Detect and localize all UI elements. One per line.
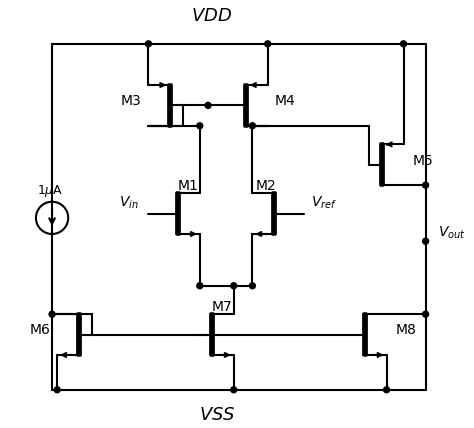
- Circle shape: [197, 123, 203, 129]
- Text: M2: M2: [256, 179, 277, 193]
- Text: $\mathit{VDD}$: $\mathit{VDD}$: [191, 7, 232, 25]
- Circle shape: [249, 123, 255, 129]
- Text: M4: M4: [274, 94, 295, 108]
- Text: M8: M8: [395, 323, 416, 337]
- Text: $\mathit{V}_{out}$: $\mathit{V}_{out}$: [438, 225, 466, 241]
- Circle shape: [383, 387, 390, 393]
- Circle shape: [197, 283, 203, 289]
- Circle shape: [401, 41, 407, 47]
- Circle shape: [264, 41, 271, 47]
- Text: M3: M3: [121, 94, 142, 108]
- Text: M7: M7: [211, 300, 232, 314]
- Text: M6: M6: [30, 323, 51, 337]
- Circle shape: [54, 387, 60, 393]
- Circle shape: [423, 311, 428, 317]
- Circle shape: [231, 283, 237, 289]
- Text: M1: M1: [177, 179, 198, 193]
- Text: 1$\mu$A: 1$\mu$A: [37, 183, 63, 199]
- Circle shape: [423, 238, 428, 244]
- Circle shape: [49, 311, 55, 317]
- Circle shape: [146, 41, 151, 47]
- Text: $\mathit{V}_{ref}$: $\mathit{V}_{ref}$: [311, 195, 337, 211]
- Circle shape: [205, 102, 211, 108]
- Circle shape: [249, 283, 255, 289]
- Circle shape: [423, 182, 428, 188]
- Text: M5: M5: [412, 154, 433, 167]
- Text: $\mathit{VSS}$: $\mathit{VSS}$: [199, 406, 236, 424]
- Text: $\mathit{V}_{in}$: $\mathit{V}_{in}$: [119, 195, 139, 211]
- Circle shape: [231, 387, 237, 393]
